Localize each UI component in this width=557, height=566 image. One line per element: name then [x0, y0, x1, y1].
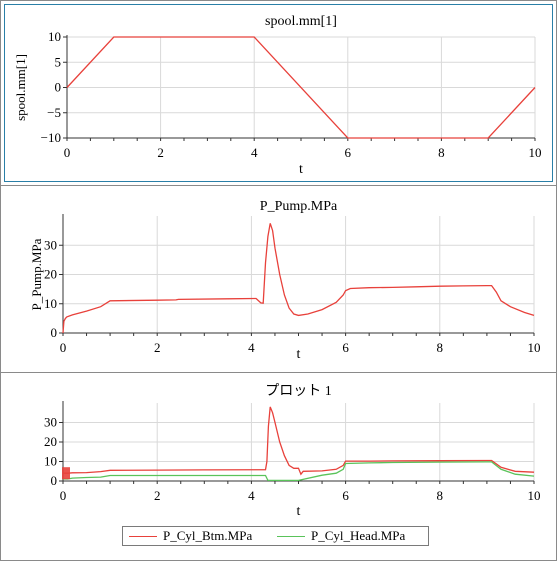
chart-title: P_Pump.MPa: [260, 199, 338, 214]
chart-title: プロット 1: [265, 383, 332, 399]
y-tick-label: 10: [44, 296, 57, 311]
x-tick-label: 10: [528, 340, 541, 355]
y-axis-label: P_Pump.MPa: [29, 238, 44, 310]
x-tick-label: 2: [154, 488, 161, 503]
legend-item-btm: P_Cyl_Btm.MPa: [129, 528, 252, 544]
x-tick-label: 4: [251, 145, 258, 160]
pump-pressure-panel: P_Pump.MPa 0 2 4 6 8 10 30 20 10 0 t P_Pump.MPa: [0, 186, 557, 373]
series-line-0: [63, 406, 535, 476]
plot-legend: P_Cyl_Btm.MPa P_Cyl_Head.MPa: [122, 526, 429, 546]
y-tick-label: 10: [48, 29, 61, 44]
y-tick-label: 30: [44, 237, 57, 252]
series-line-0: [62, 223, 535, 334]
legend-swatch-green: [277, 535, 305, 537]
x-tick-label: 4: [248, 488, 255, 503]
x-tick-label: 8: [437, 340, 444, 355]
x-tick-label: 10: [529, 145, 542, 160]
x-tick-label: 2: [154, 340, 161, 355]
x-tick-label: 8: [437, 488, 444, 503]
series-line-1: [63, 461, 535, 482]
legend-label-btm: P_Cyl_Btm.MPa: [163, 528, 253, 543]
initial-marker-cluster: [62, 467, 70, 480]
legend-item-head: P_Cyl_Head.MPa: [277, 528, 405, 544]
x-axis-label: t: [297, 347, 301, 362]
y-tick-label: 0: [51, 325, 58, 340]
y-tick-label: 0: [51, 473, 58, 488]
legend-swatch-red: [129, 535, 157, 537]
x-tick-label: 0: [60, 340, 67, 355]
spool-plot-frame[interactable]: spool.mm[1] 0 2 4 6 8 10 10 5 0 −5 −10 t spool.mm[1]: [4, 4, 553, 182]
series-line-0: [66, 36, 536, 139]
legend-label-head: P_Cyl_Head.MPa: [311, 528, 406, 543]
x-tick-label: 2: [157, 145, 164, 160]
chart-title: spool.mm[1]: [265, 14, 337, 29]
y-tick-label: 20: [44, 434, 57, 449]
x-tick-label: 4: [248, 340, 255, 355]
y-axis-label: spool.mm[1]: [13, 54, 28, 121]
x-tick-label: 6: [345, 145, 352, 160]
spool-plot-panel: spool.mm[1] 0 2 4 6 8 10 10 5 0 −5 −10 t spool.mm[1]: [0, 0, 557, 186]
x-tick-label: 8: [438, 145, 445, 160]
x-tick-label: 10: [528, 488, 541, 503]
y-tick-label: −10: [41, 130, 61, 145]
x-axis-label: t: [299, 162, 303, 177]
y-tick-label: −5: [47, 105, 61, 120]
y-tick-label: 5: [55, 54, 62, 69]
y-tick-label: 10: [44, 454, 57, 469]
x-tick-label: 6: [342, 488, 349, 503]
x-tick-label: 0: [60, 488, 67, 503]
pump-pressure-plot[interactable]: P_Pump.MPa 0 2 4 6 8 10 30 20 10 0 t P_Pump.MPa: [1, 186, 556, 373]
cylinder-pressure-plot[interactable]: プロット 1 0 2 4 6 8 10 30 20 10 0 t: [1, 373, 556, 561]
spool-plot[interactable]: spool.mm[1] 0 2 4 6 8 10 10 5 0 −5 −10 t spool.mm[1]: [5, 5, 552, 181]
y-tick-label: 20: [44, 267, 57, 282]
y-tick-label: 0: [55, 80, 62, 95]
x-tick-label: 6: [342, 340, 349, 355]
x-axis-label: t: [297, 504, 301, 519]
y-tick-label: 30: [44, 415, 57, 430]
x-tick-label: 0: [64, 145, 71, 160]
